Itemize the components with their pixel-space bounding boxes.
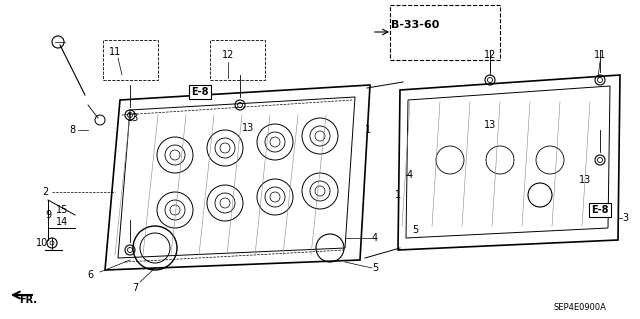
Text: 1: 1 (365, 125, 371, 135)
Text: 9: 9 (45, 210, 51, 220)
Text: 13: 13 (242, 123, 254, 133)
Text: FR.: FR. (19, 295, 37, 305)
Text: 5: 5 (412, 225, 418, 235)
Text: 1: 1 (395, 190, 401, 200)
Text: 4: 4 (407, 170, 413, 180)
Text: SEP4E0900A: SEP4E0900A (554, 303, 607, 313)
Text: B-33-60: B-33-60 (391, 20, 439, 30)
Text: 13: 13 (579, 175, 591, 185)
Text: E-8: E-8 (591, 205, 609, 215)
Text: 8: 8 (69, 125, 75, 135)
Text: 14: 14 (56, 217, 68, 227)
Text: 11: 11 (594, 50, 606, 60)
Text: 13: 13 (484, 120, 496, 130)
Text: 12: 12 (222, 50, 234, 60)
Text: E-8: E-8 (191, 87, 209, 97)
Text: 6: 6 (87, 270, 93, 280)
Bar (210, 40, 265, 80)
Text: 12: 12 (484, 50, 496, 60)
Text: 2: 2 (42, 187, 48, 197)
Text: 11: 11 (109, 47, 121, 57)
Text: 3: 3 (622, 213, 628, 223)
Text: 10: 10 (36, 238, 48, 248)
Text: 15: 15 (56, 205, 68, 215)
Bar (103, 40, 158, 80)
Text: 13: 13 (127, 113, 139, 123)
Text: 4: 4 (372, 233, 378, 243)
Text: 7: 7 (132, 283, 138, 293)
Text: 5: 5 (372, 263, 378, 273)
Bar (390, 5, 500, 60)
